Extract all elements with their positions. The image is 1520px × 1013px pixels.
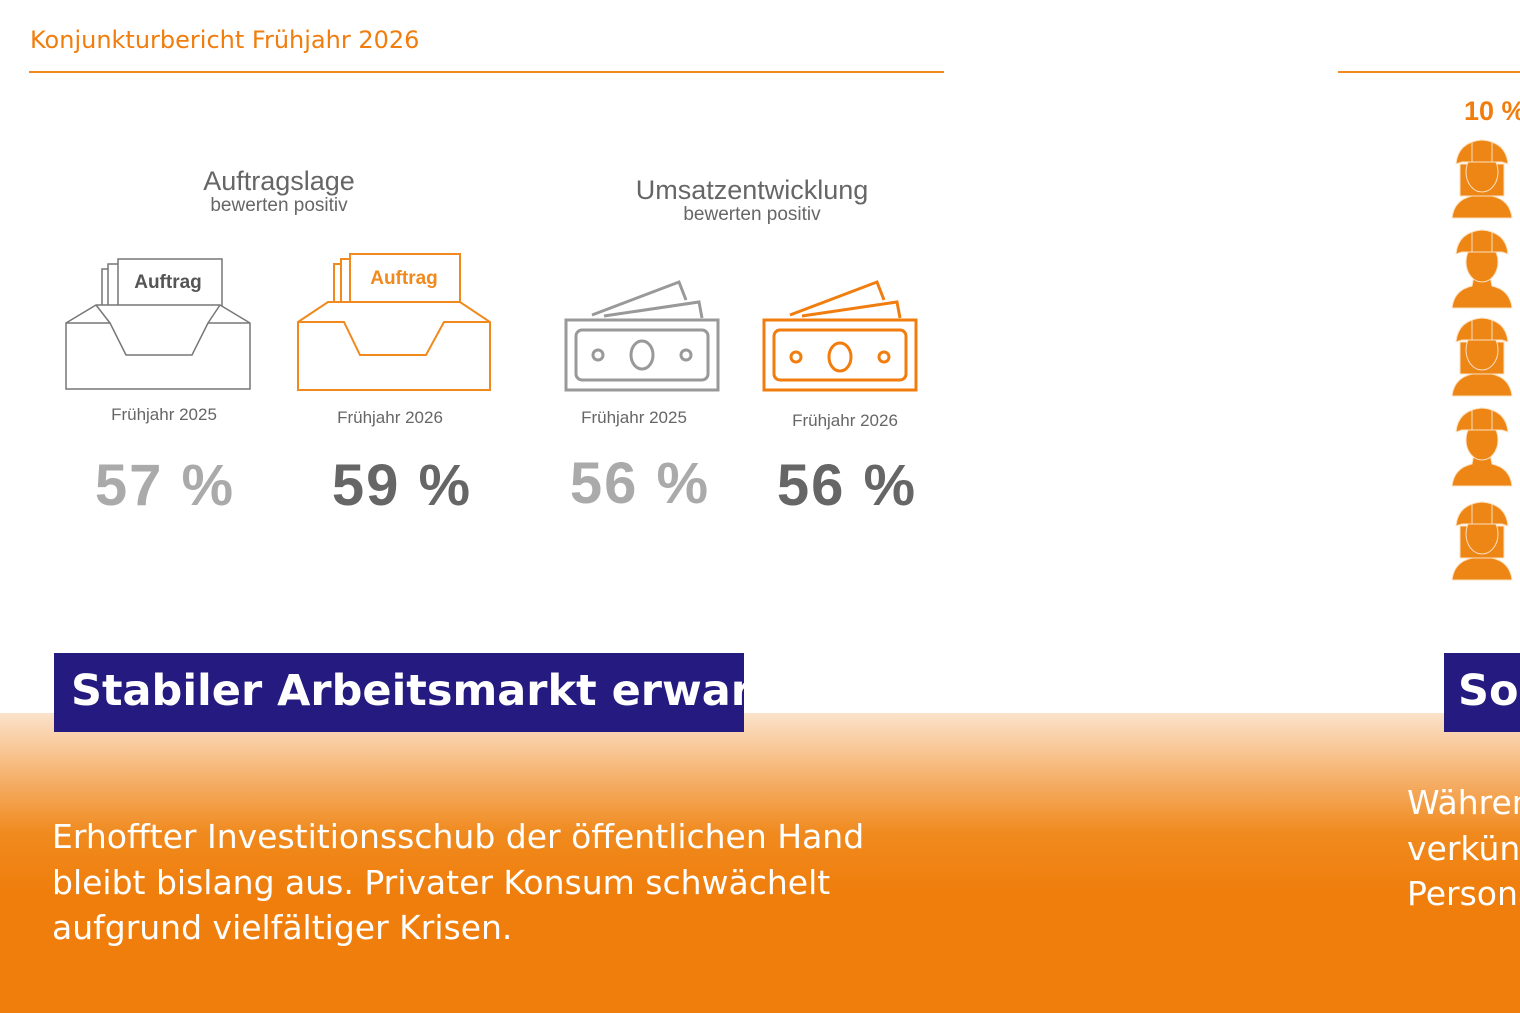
- section-subtitle: bewerten positiv: [210, 195, 348, 216]
- text-line: Persona: [1407, 874, 1520, 913]
- text-line: Währen: [1407, 783, 1520, 822]
- text-line: verkünd: [1407, 828, 1520, 868]
- section-subtitle: bewerten positiv: [683, 204, 821, 225]
- section-heading: Auftragslage: [203, 166, 355, 196]
- percent-value: 56 %: [776, 453, 918, 518]
- worker-percent: 10 %: [1464, 96, 1520, 126]
- period-label: Frühjahr 2025: [581, 408, 687, 427]
- section-heading: Umsatzentwicklung: [635, 175, 869, 205]
- banner-right-title: Son: [1444, 653, 1520, 732]
- money-icon-2025: [564, 280, 720, 392]
- period-label: Frühjahr 2026: [337, 408, 443, 427]
- order-label: Auftrag: [370, 268, 438, 289]
- construction-worker-icon: [1451, 139, 1513, 219]
- banner-title: Stabiler Arbeitsmarkt erwartet: [54, 653, 744, 732]
- banner-text: Erhoffter Investitionsschub der öffentli…: [52, 814, 864, 951]
- percent-value: 57 %: [94, 453, 236, 518]
- page-header-title: Konjunkturbericht Frühjahr 2026: [30, 26, 420, 54]
- section-title-umsatzentwicklung: Umsatzentwicklung bewerten positiv: [620, 175, 884, 226]
- banner-right-text: Währen verkünd Persona: [1407, 780, 1520, 917]
- section-title-auftragslage: Auftragslage bewerten positiv: [179, 166, 379, 217]
- construction-worker-icon: [1451, 229, 1513, 309]
- construction-worker-icon: [1451, 317, 1513, 397]
- text-line: Erhoffter Investitionsschub der öffentli…: [52, 817, 865, 856]
- text-line: bleibt bislang aus. Privater Konsum schw…: [52, 862, 831, 902]
- text-line: aufgrund vielfältiger Krisen.: [52, 908, 513, 947]
- percent-value: 59 %: [331, 453, 473, 518]
- money-icon-2026: [762, 280, 918, 392]
- construction-worker-icon: [1451, 407, 1513, 487]
- order-label: Auftrag: [134, 272, 202, 293]
- period-label: Frühjahr 2025: [111, 405, 217, 424]
- summary-band: [0, 713, 1520, 1013]
- percent-value: 56 %: [569, 451, 711, 516]
- order-tray-icon-2025: Auftrag: [65, 258, 251, 390]
- header-divider: [29, 71, 944, 73]
- period-label: Frühjahr 2026: [792, 411, 898, 430]
- construction-worker-icon: [1451, 501, 1513, 581]
- header-divider-right: [1338, 71, 1520, 73]
- order-tray-icon-2026: Auftrag: [297, 253, 491, 391]
